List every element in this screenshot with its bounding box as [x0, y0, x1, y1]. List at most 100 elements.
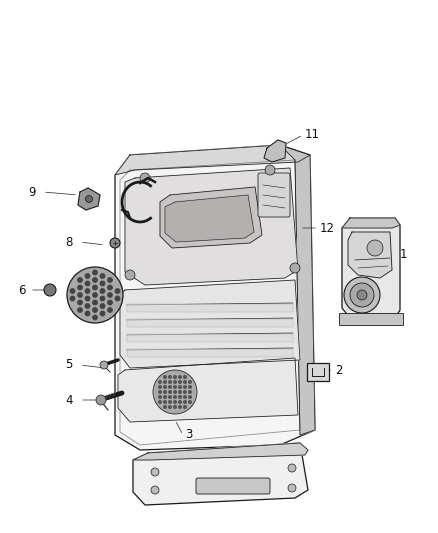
- Circle shape: [108, 300, 112, 305]
- Circle shape: [85, 296, 90, 301]
- Circle shape: [179, 386, 181, 389]
- Circle shape: [164, 406, 166, 408]
- Circle shape: [93, 278, 97, 282]
- Text: 11: 11: [305, 128, 320, 141]
- Circle shape: [71, 289, 75, 293]
- Polygon shape: [133, 443, 308, 505]
- Circle shape: [179, 406, 181, 408]
- Circle shape: [169, 391, 171, 393]
- Text: 7: 7: [70, 288, 78, 302]
- Circle shape: [179, 391, 181, 393]
- Circle shape: [100, 361, 108, 369]
- Polygon shape: [342, 218, 400, 228]
- Circle shape: [100, 304, 105, 308]
- Circle shape: [169, 386, 171, 389]
- Circle shape: [184, 406, 186, 408]
- Circle shape: [115, 289, 120, 293]
- FancyBboxPatch shape: [339, 313, 403, 325]
- Circle shape: [350, 283, 374, 307]
- Circle shape: [174, 391, 177, 393]
- Circle shape: [78, 308, 82, 312]
- Circle shape: [159, 381, 161, 383]
- Circle shape: [85, 304, 90, 308]
- Circle shape: [169, 395, 171, 398]
- Circle shape: [179, 381, 181, 383]
- Text: 5: 5: [65, 359, 72, 372]
- Circle shape: [184, 381, 186, 383]
- Circle shape: [189, 381, 191, 383]
- Circle shape: [174, 376, 177, 378]
- Text: 1: 1: [400, 248, 407, 262]
- Circle shape: [78, 285, 82, 290]
- Circle shape: [164, 381, 166, 383]
- Polygon shape: [118, 358, 298, 422]
- FancyBboxPatch shape: [196, 478, 270, 494]
- Circle shape: [159, 401, 161, 403]
- Circle shape: [78, 300, 82, 305]
- Circle shape: [159, 395, 161, 398]
- Circle shape: [85, 289, 90, 293]
- Circle shape: [184, 376, 186, 378]
- Text: 3: 3: [185, 429, 192, 441]
- Circle shape: [288, 464, 296, 472]
- Circle shape: [184, 391, 186, 393]
- Circle shape: [140, 173, 150, 183]
- Text: 2: 2: [335, 364, 343, 376]
- FancyBboxPatch shape: [127, 304, 293, 312]
- Circle shape: [85, 281, 90, 286]
- Circle shape: [151, 486, 159, 494]
- Circle shape: [164, 386, 166, 389]
- Circle shape: [344, 277, 380, 313]
- Circle shape: [71, 296, 75, 301]
- Circle shape: [174, 401, 177, 403]
- Circle shape: [93, 308, 97, 312]
- Polygon shape: [115, 145, 315, 450]
- Text: 8: 8: [65, 236, 72, 248]
- Circle shape: [179, 401, 181, 403]
- Circle shape: [189, 391, 191, 393]
- Polygon shape: [264, 140, 286, 162]
- Polygon shape: [342, 218, 400, 318]
- Circle shape: [164, 395, 166, 398]
- Circle shape: [100, 274, 105, 278]
- Circle shape: [108, 308, 112, 312]
- Circle shape: [290, 263, 300, 273]
- Circle shape: [174, 406, 177, 408]
- Circle shape: [357, 290, 367, 300]
- Circle shape: [169, 406, 171, 408]
- Circle shape: [189, 395, 191, 398]
- Circle shape: [108, 278, 112, 282]
- Circle shape: [151, 468, 159, 476]
- Circle shape: [93, 293, 97, 297]
- Circle shape: [174, 395, 177, 398]
- Circle shape: [179, 376, 181, 378]
- Circle shape: [78, 278, 82, 282]
- Circle shape: [93, 316, 97, 320]
- Polygon shape: [348, 232, 392, 278]
- FancyBboxPatch shape: [307, 363, 329, 381]
- Polygon shape: [78, 188, 100, 210]
- Circle shape: [179, 395, 181, 398]
- Circle shape: [93, 300, 97, 305]
- Circle shape: [184, 401, 186, 403]
- Polygon shape: [133, 443, 308, 460]
- Text: 10: 10: [130, 189, 145, 201]
- Circle shape: [159, 386, 161, 389]
- Polygon shape: [165, 195, 254, 242]
- Circle shape: [108, 285, 112, 290]
- Circle shape: [174, 386, 177, 389]
- Circle shape: [115, 296, 120, 301]
- Circle shape: [78, 293, 82, 297]
- Circle shape: [85, 196, 92, 203]
- Circle shape: [184, 395, 186, 398]
- Circle shape: [100, 281, 105, 286]
- Polygon shape: [160, 187, 262, 248]
- Circle shape: [367, 240, 383, 256]
- Polygon shape: [125, 168, 298, 285]
- Circle shape: [288, 484, 296, 492]
- Circle shape: [125, 270, 135, 280]
- FancyBboxPatch shape: [258, 173, 290, 217]
- Circle shape: [93, 285, 97, 290]
- Text: 4: 4: [65, 393, 73, 407]
- Circle shape: [265, 165, 275, 175]
